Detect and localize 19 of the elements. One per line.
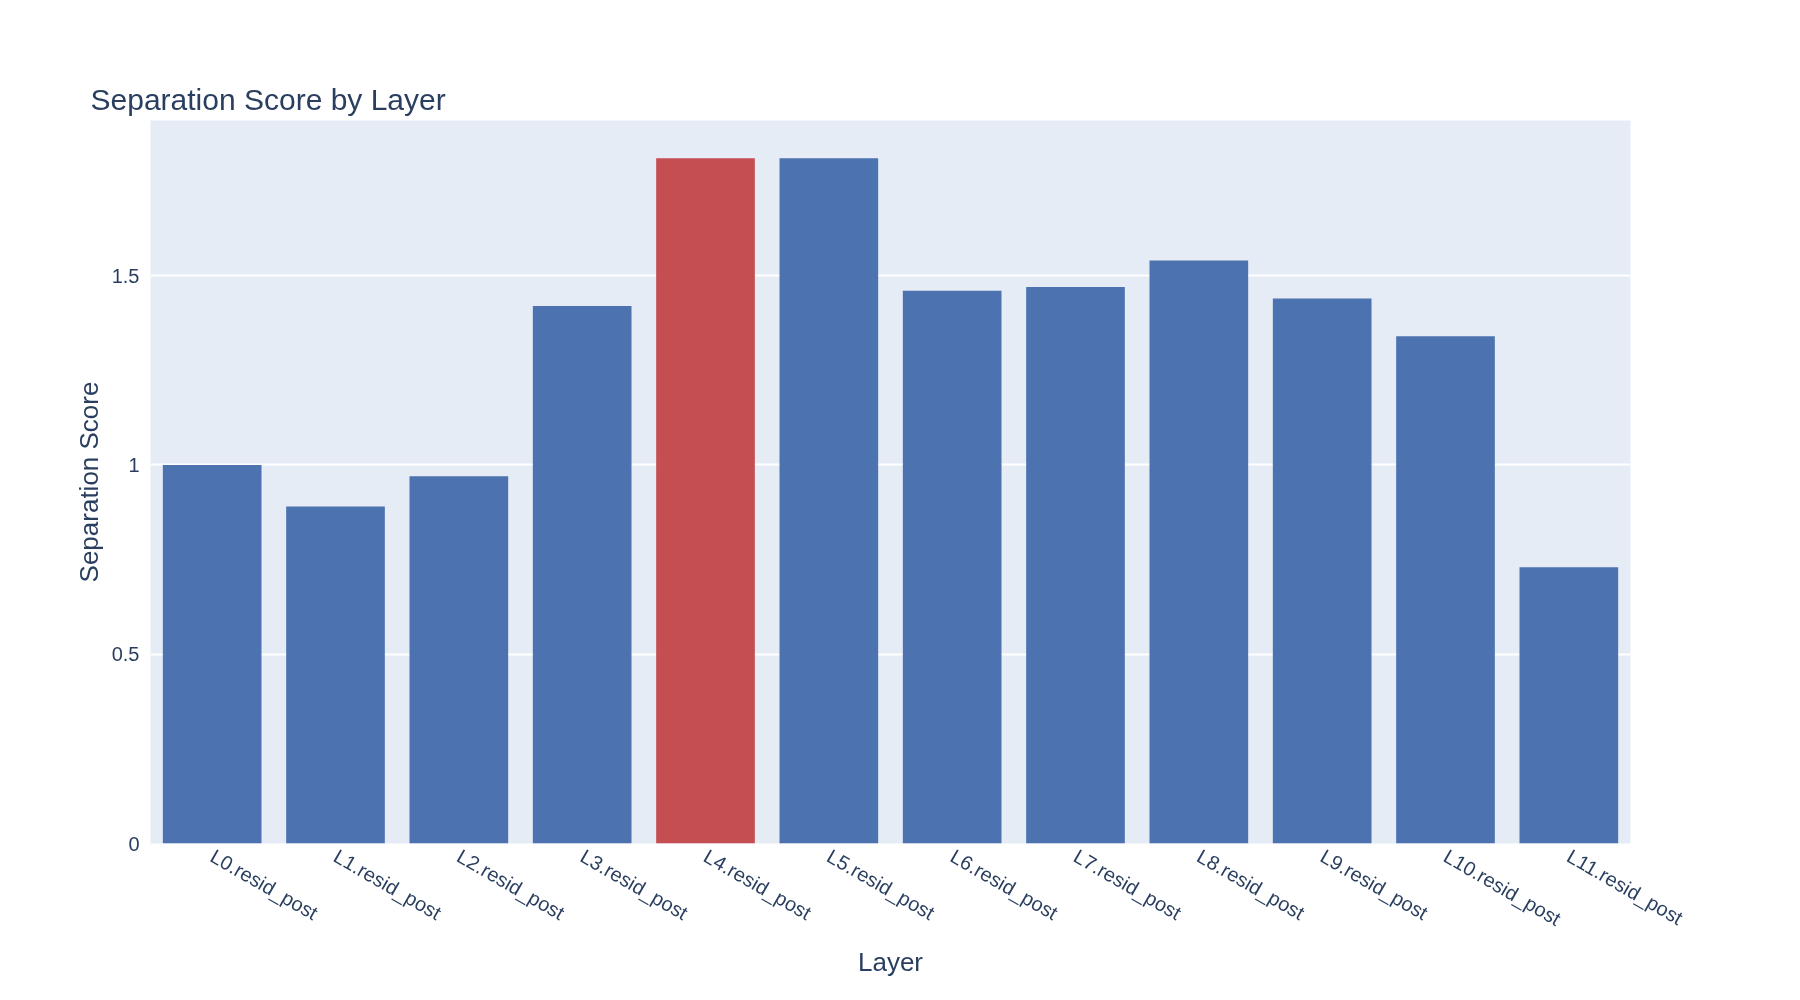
bar bbox=[779, 158, 879, 844]
bar bbox=[409, 476, 509, 844]
bar bbox=[1026, 287, 1125, 844]
bar bbox=[656, 158, 755, 844]
bar bbox=[1272, 298, 1372, 844]
y-tick-label: 0.5 bbox=[111, 643, 140, 666]
chart-title: Separation Score by Layer bbox=[90, 82, 446, 116]
y-tick-label: 0 bbox=[128, 832, 140, 855]
bar bbox=[162, 464, 262, 844]
bar bbox=[902, 290, 1002, 844]
bar bbox=[1396, 336, 1495, 844]
bar bbox=[532, 305, 632, 844]
y-tick-label: 1 bbox=[128, 453, 140, 476]
bar bbox=[1149, 260, 1249, 844]
x-axis-title: Layer bbox=[857, 947, 924, 978]
y-tick-label: 1.5 bbox=[111, 264, 140, 287]
bar bbox=[1519, 567, 1619, 844]
y-axis-title: Separation Score bbox=[73, 381, 104, 583]
bar bbox=[286, 506, 385, 844]
